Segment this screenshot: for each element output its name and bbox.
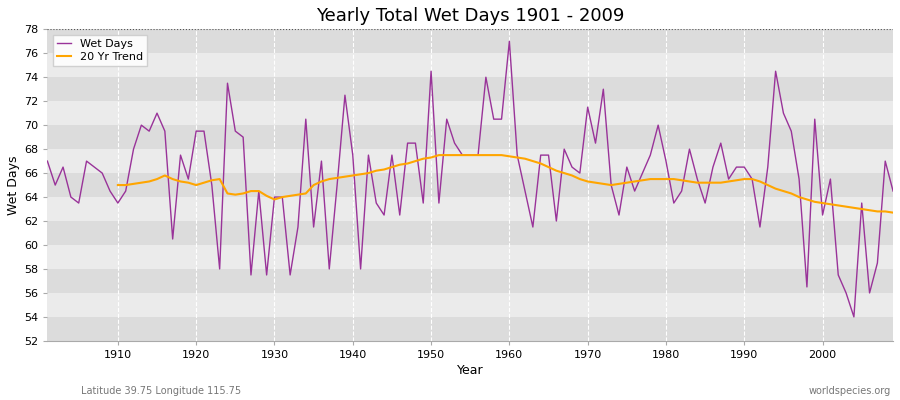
Bar <box>48 29 893 53</box>
Bar <box>48 269 893 293</box>
Wet Days <box>277 195 288 200</box>
20 Yr Trend <box>856 207 867 212</box>
Wet Days <box>324 266 335 271</box>
20 Yr Trend <box>582 179 593 184</box>
20 Yr Trend <box>261 194 272 198</box>
Bar <box>48 77 893 101</box>
Wet Days <box>606 183 616 188</box>
20 Yr Trend <box>434 153 445 158</box>
20 Yr Trend <box>832 203 843 208</box>
Bar <box>48 173 893 197</box>
Bar <box>48 125 893 149</box>
Bar <box>48 293 893 317</box>
Bar <box>48 197 893 221</box>
Wet Days <box>104 189 115 194</box>
Wet Days <box>512 153 523 158</box>
Bar <box>48 149 893 173</box>
Legend: Wet Days, 20 Yr Trend: Wet Days, 20 Yr Trend <box>53 35 148 66</box>
X-axis label: Year: Year <box>457 364 483 377</box>
Wet Days <box>887 189 898 194</box>
Wet Days <box>849 314 859 319</box>
Text: worldspecies.org: worldspecies.org <box>809 386 891 396</box>
20 Yr Trend <box>112 183 123 188</box>
Line: Wet Days: Wet Days <box>48 41 893 317</box>
Wet Days <box>496 117 507 122</box>
Bar <box>48 317 893 341</box>
Line: 20 Yr Trend: 20 Yr Trend <box>118 155 893 213</box>
Title: Yearly Total Wet Days 1901 - 2009: Yearly Total Wet Days 1901 - 2009 <box>316 7 625 25</box>
Bar <box>48 53 893 77</box>
20 Yr Trend <box>887 210 898 215</box>
Wet Days <box>504 39 515 44</box>
Y-axis label: Wet Days: Wet Days <box>7 155 20 215</box>
Bar <box>48 101 893 125</box>
Text: Latitude 39.75 Longitude 115.75: Latitude 39.75 Longitude 115.75 <box>81 386 241 396</box>
Bar <box>48 245 893 269</box>
20 Yr Trend <box>519 156 530 161</box>
20 Yr Trend <box>292 192 303 197</box>
Bar <box>48 221 893 245</box>
Wet Days <box>42 159 53 164</box>
